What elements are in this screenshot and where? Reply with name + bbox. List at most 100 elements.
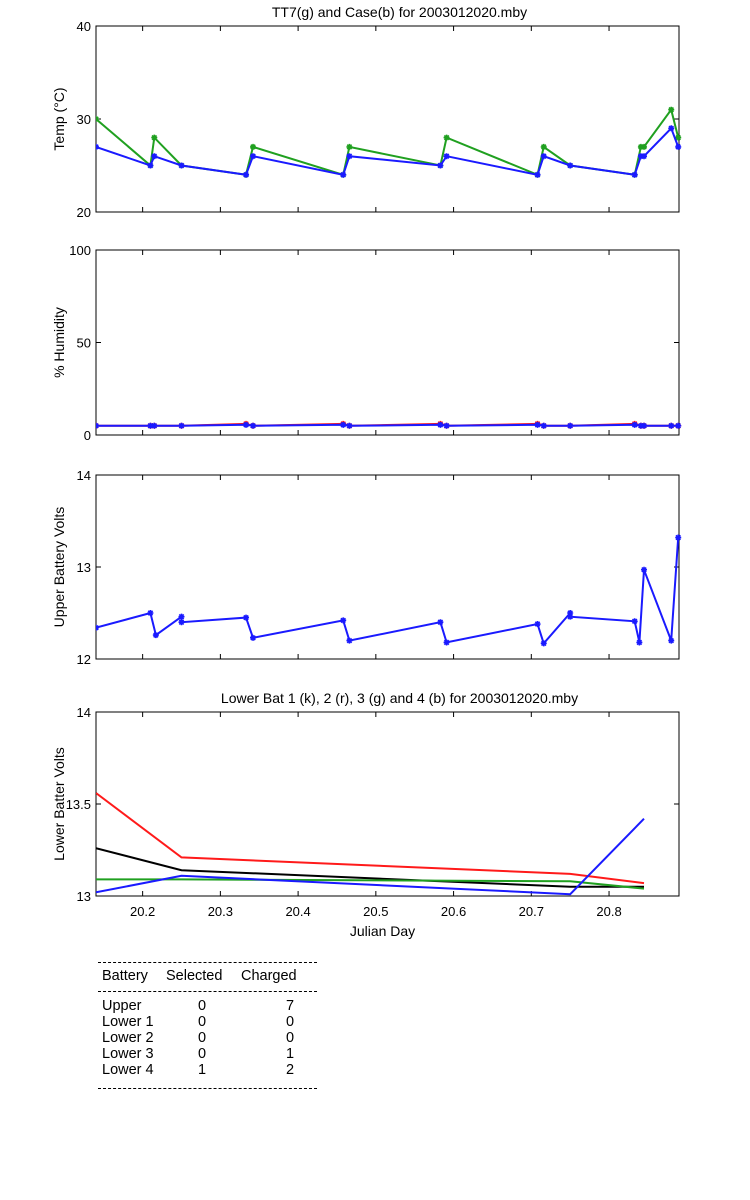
data-point <box>534 621 541 628</box>
data-point <box>243 421 250 428</box>
y-tick-label: 13 <box>77 889 91 904</box>
data-point <box>346 637 353 644</box>
data-point <box>631 171 638 178</box>
table-row: Lower 3 0 1 <box>98 1046 317 1062</box>
data-point <box>250 634 257 641</box>
data-point <box>443 422 450 429</box>
x-axis-label: Julian Day <box>350 923 415 939</box>
table-row: Lower 4 1 2 <box>98 1062 317 1078</box>
battery-summary-table: Battery Selected Charged Upper 0 7 Lower… <box>98 962 317 1089</box>
y-tick-label: 0 <box>84 428 91 443</box>
y-axis-label: Temp (°C) <box>51 87 67 150</box>
data-point <box>178 619 185 626</box>
data-point <box>540 153 547 160</box>
data-point <box>637 422 644 429</box>
data-point <box>250 143 257 150</box>
data-point <box>437 421 444 428</box>
y-axis-label: Upper Battery Volts <box>51 507 67 628</box>
data-point <box>151 422 158 429</box>
data-point <box>641 143 648 150</box>
x-tick-label: 20.8 <box>596 904 621 919</box>
data-point <box>250 422 257 429</box>
data-point <box>178 422 185 429</box>
selected-value: 1 <box>198 1062 207 1078</box>
charged-value: 2 <box>286 1062 295 1078</box>
data-point <box>668 125 675 132</box>
data-point <box>243 614 250 621</box>
table-header-row: Battery Selected Charged <box>98 968 317 984</box>
y-tick-label: 13 <box>77 560 91 575</box>
data-point <box>346 422 353 429</box>
data-point <box>437 619 444 626</box>
battery-name: Lower 3 <box>102 1046 154 1062</box>
data-point <box>147 422 154 429</box>
chart-title: TT7(g) and Case(b) for 2003012020.mby <box>272 4 527 20</box>
data-point <box>96 143 99 150</box>
chart-panel-1: TT7(g) and Case(b) for 2003012020.mby 20 3… <box>51 4 682 220</box>
data-point <box>637 143 644 150</box>
selected-value: 0 <box>198 998 207 1014</box>
data-point <box>178 613 185 620</box>
data-point <box>567 162 574 169</box>
data-point <box>631 618 638 625</box>
header-selected: Selected <box>166 968 223 984</box>
selected-value: 0 <box>198 1046 207 1062</box>
series-line-1 <box>96 847 644 888</box>
y-tick-label: 30 <box>77 112 91 127</box>
plot-frame <box>95 711 680 897</box>
y-tick-label: 13.5 <box>66 797 91 812</box>
battery-name: Lower 2 <box>102 1030 154 1046</box>
data-point <box>243 171 250 178</box>
data-point <box>96 624 99 631</box>
data-point <box>641 422 648 429</box>
x-tick-label: 20.4 <box>285 904 310 919</box>
data-point <box>151 153 158 160</box>
y-tick-label: 40 <box>77 19 91 34</box>
data-point <box>340 617 347 624</box>
table-row: Lower 2 0 0 <box>98 1030 317 1046</box>
data-point <box>96 422 99 429</box>
x-tick-label: 20.7 <box>519 904 544 919</box>
header-charged: Charged <box>241 968 297 984</box>
y-tick-label: 20 <box>77 205 91 220</box>
table-row: Upper 0 7 <box>98 998 317 1014</box>
data-point <box>178 162 185 169</box>
series-group <box>96 106 682 178</box>
data-point <box>534 421 541 428</box>
chart-panel-3: 12 13 14 Upper Battery Volts <box>51 468 682 667</box>
data-point <box>675 134 682 141</box>
data-point <box>641 566 648 573</box>
data-point <box>567 613 574 620</box>
charged-value: 1 <box>286 1046 295 1062</box>
series-group <box>96 792 645 896</box>
y-tick-label: 14 <box>77 468 91 483</box>
header-battery: Battery <box>102 968 148 984</box>
x-tick-label: 20.2 <box>130 904 155 919</box>
data-point <box>668 637 675 644</box>
y-axis-label: Lower Batter Volts <box>51 747 67 861</box>
charged-value: 0 <box>286 1014 295 1030</box>
data-point <box>443 153 450 160</box>
table-bottom-rule <box>98 1088 317 1089</box>
data-point <box>631 421 638 428</box>
plot-frame <box>95 25 680 213</box>
series-line-1 <box>96 537 680 646</box>
data-point <box>340 421 347 428</box>
series-line-2 <box>96 792 645 885</box>
battery-name: Upper <box>102 998 142 1014</box>
series-group <box>96 534 682 647</box>
table-top-rule <box>98 962 317 963</box>
series-line-3 <box>96 878 645 890</box>
y-axis-label: % Humidity <box>51 307 67 378</box>
data-point <box>437 162 444 169</box>
data-point <box>641 153 648 160</box>
data-point <box>540 422 547 429</box>
battery-name: Lower 4 <box>102 1062 154 1078</box>
data-point <box>346 153 353 160</box>
x-tick-label: 20.3 <box>208 904 233 919</box>
charged-value: 0 <box>286 1030 295 1046</box>
chart-title: Lower Bat 1 (k), 2 (r), 3 (g) and 4 (b) … <box>221 690 578 706</box>
table-row: Lower 1 0 0 <box>98 1014 317 1030</box>
charged-value: 7 <box>286 998 295 1014</box>
data-point <box>567 422 574 429</box>
